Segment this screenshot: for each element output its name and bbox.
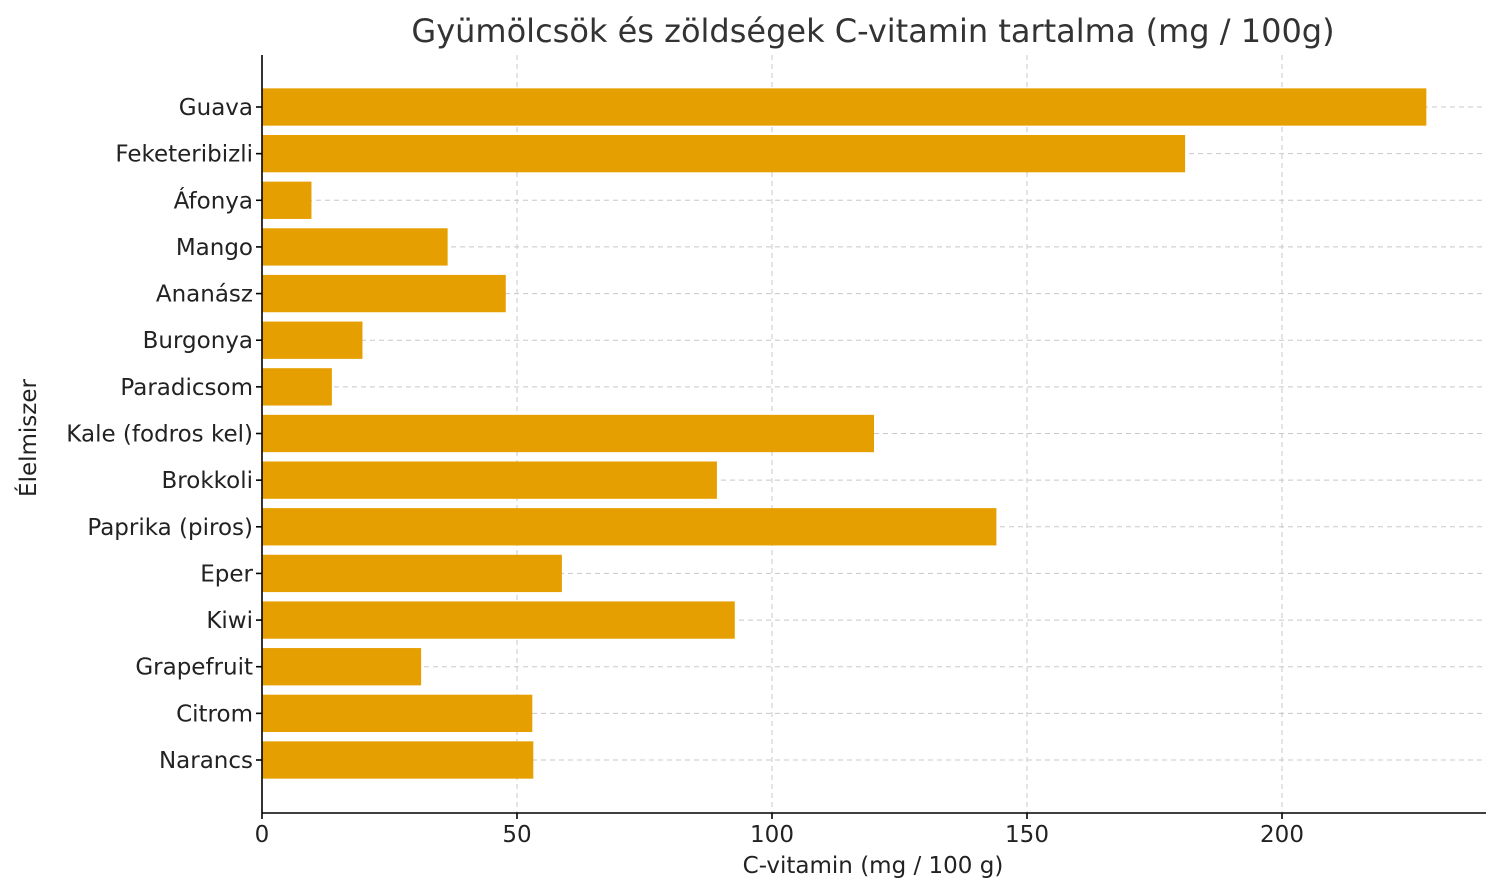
x-tick-label: 100 — [750, 822, 794, 848]
y-tick-label: Mango — [176, 235, 253, 261]
y-tick-label: Kiwi — [206, 608, 253, 634]
y-tick-label: Burgonya — [143, 328, 253, 354]
y-tick-label: Citrom — [176, 701, 253, 727]
y-tick-label: Brokkoli — [162, 468, 253, 494]
bar-Áfonya — [262, 181, 312, 219]
y-tick-label: Narancs — [159, 748, 253, 774]
x-axis-label: C-vitamin (mg / 100 g) — [743, 853, 1004, 879]
bar-Ananász — [262, 274, 506, 313]
y-tick-label: Eper — [200, 561, 253, 587]
bar-Citrom — [262, 694, 533, 733]
bar-Kale (fodros kel) — [262, 414, 874, 453]
y-tick-label: Feketeribizli — [115, 142, 253, 168]
bar-Burgonya — [262, 321, 363, 359]
y-tick-label: Paprika (piros) — [87, 515, 253, 541]
bar-Eper — [262, 554, 562, 593]
chart-title: Gyümölcsök és zöldségek C-vitamin tartal… — [411, 12, 1334, 50]
bar-Feketeribizli — [262, 134, 1186, 173]
x-tick-label: 200 — [1260, 822, 1304, 848]
bar-Mango — [262, 228, 448, 266]
y-tick-label: Kale (fodros kel) — [66, 422, 253, 448]
bar-Paradicsom — [262, 368, 332, 406]
bar-Kiwi — [262, 601, 735, 639]
y-tick-label: Ananász — [156, 282, 253, 308]
bars — [262, 88, 1427, 779]
y-tick-label: Grapefruit — [135, 655, 253, 681]
y-tick-label: Paradicsom — [120, 375, 253, 401]
y-tick-label: Guava — [179, 95, 253, 121]
x-tick-label: 150 — [1005, 822, 1049, 848]
bar-Guava — [262, 88, 1427, 126]
axes: 0 50 100 150 200 Narancs Citrom Grapefruit Kiwi E… — [66, 55, 1486, 848]
y-axis-label: Élelmiszer — [14, 378, 42, 496]
bar-Grapefruit — [262, 648, 422, 686]
bar-Brokkoli — [262, 461, 717, 499]
x-tick-label: 0 — [255, 822, 270, 848]
y-tick-label: Áfonya — [174, 186, 253, 214]
bar-Paprika (piros) — [262, 508, 997, 546]
bar-Narancs — [262, 741, 534, 779]
x-tick-label: 50 — [502, 822, 531, 848]
